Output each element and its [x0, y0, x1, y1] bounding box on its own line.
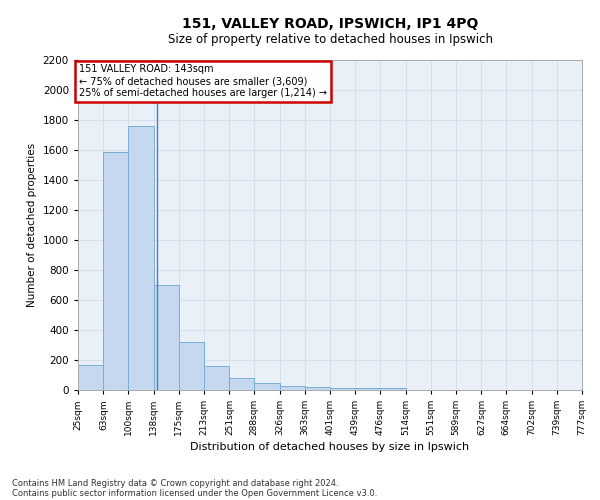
- Bar: [78, 364, 103, 390]
- X-axis label: Distribution of detached houses by size in Ipswich: Distribution of detached houses by size …: [190, 442, 470, 452]
- Bar: [254, 383, 280, 390]
- Y-axis label: Number of detached properties: Number of detached properties: [27, 143, 37, 307]
- Bar: [229, 378, 254, 390]
- Bar: [330, 388, 355, 390]
- Bar: [280, 386, 305, 390]
- Bar: [355, 388, 380, 390]
- Text: Size of property relative to detached houses in Ipswich: Size of property relative to detached ho…: [167, 32, 493, 46]
- Text: 151 VALLEY ROAD: 143sqm
← 75% of detached houses are smaller (3,609)
25% of semi: 151 VALLEY ROAD: 143sqm ← 75% of detache…: [79, 64, 326, 98]
- Bar: [154, 285, 179, 390]
- Bar: [128, 126, 154, 390]
- Bar: [204, 366, 229, 390]
- Text: 151, VALLEY ROAD, IPSWICH, IP1 4PQ: 151, VALLEY ROAD, IPSWICH, IP1 4PQ: [182, 18, 478, 32]
- Bar: [103, 152, 128, 390]
- Text: Contains HM Land Registry data © Crown copyright and database right 2024.: Contains HM Land Registry data © Crown c…: [12, 478, 338, 488]
- Bar: [380, 388, 406, 390]
- Text: Contains public sector information licensed under the Open Government Licence v3: Contains public sector information licen…: [12, 488, 377, 498]
- Bar: [305, 387, 330, 390]
- Bar: [179, 342, 204, 390]
